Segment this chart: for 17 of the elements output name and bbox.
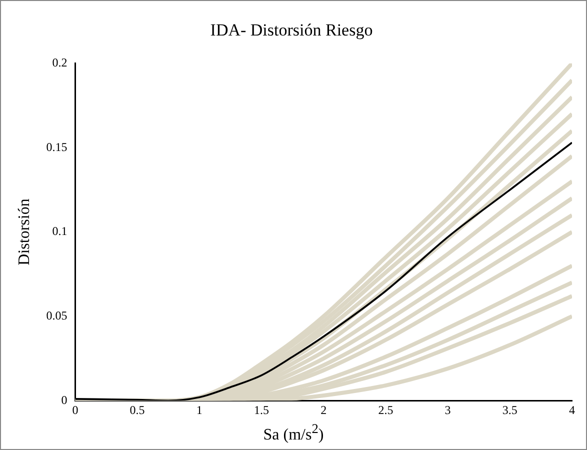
y-tick-label: 0.1 [52, 224, 68, 238]
x-axis-title: Sa (m/s$^{2}$) [262, 421, 325, 444]
y-tick-label: 0 [61, 392, 68, 407]
x-tick-label: 1 [196, 402, 202, 417]
x-tick-label: 0.5 [130, 402, 145, 417]
x-tick-label: 1.5 [254, 402, 269, 417]
y-tick-label: 0.2 [52, 56, 68, 70]
chart-title: IDA- Distorsión Riesgo [210, 20, 373, 40]
x-tick-label: 2.5 [378, 402, 394, 417]
x-tick-label: 3 [444, 402, 451, 417]
x-tick-label: 3.5 [502, 402, 518, 417]
x-tick-label: 0 [72, 402, 78, 417]
x-tick-label: 4 [569, 402, 575, 417]
y-tick-label: 0.05 [46, 308, 68, 322]
y-tick-label: 0.15 [46, 140, 68, 154]
x-tick-label: 2 [320, 402, 327, 417]
y-axis-title: Distorsión [16, 198, 33, 266]
